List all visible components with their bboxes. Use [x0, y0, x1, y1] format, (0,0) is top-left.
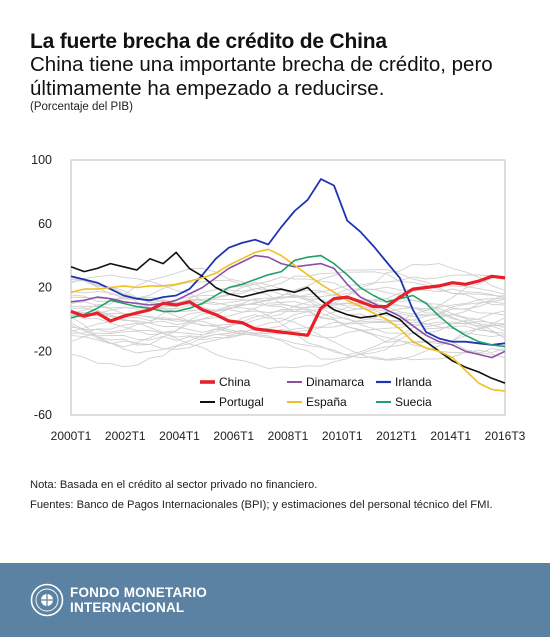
series-line-china — [70, 274, 506, 337]
background-country-line — [70, 274, 506, 313]
background-country-line — [70, 325, 506, 368]
background-country-line — [70, 276, 506, 333]
background-country-line — [70, 306, 506, 350]
x-tick-label: 2002T1 — [105, 429, 146, 443]
x-tick-label: 2012T1 — [376, 429, 417, 443]
x-tick-label: 2008T1 — [268, 429, 309, 443]
legend-label: España — [306, 395, 347, 409]
background-country-line — [70, 294, 506, 322]
legend-label: Suecia — [395, 395, 432, 409]
y-tick-label: -60 — [34, 408, 52, 422]
org-name-line1: FONDO MONETARIO — [70, 585, 207, 600]
x-tick-label: 2006T1 — [213, 429, 254, 443]
series-line-portugal — [70, 251, 506, 384]
note-text: Nota: Basada en el crédito al sector pri… — [30, 479, 318, 491]
background-country-line — [70, 330, 506, 370]
background-country-line — [70, 321, 506, 341]
x-tick-label: 2004T1 — [159, 429, 200, 443]
y-tick-label: -20 — [34, 344, 52, 358]
x-tick-label: 2010T1 — [322, 429, 363, 443]
series-line-espaa — [70, 248, 506, 392]
page-subtitle: China tiene una importante brecha de cré… — [30, 53, 493, 100]
legend-label: Dinamarca — [306, 375, 364, 389]
background-country-line — [70, 307, 506, 356]
legend-label: Portugal — [219, 395, 264, 409]
series-line-suecia — [70, 254, 506, 348]
x-tick-label: 2016T3 — [485, 429, 526, 443]
footer-bar: FONDO MONETARIO INTERNACIONAL — [0, 563, 550, 637]
line-chart: 100 60 20 -20 -60 2000T1 2002T1 2004T1 2006T1 20… — [31, 153, 526, 443]
page-title: La fuerte brecha de crédito de China — [30, 30, 387, 53]
series-line-irlanda — [70, 178, 506, 346]
imf-seal-icon — [30, 583, 64, 617]
x-tick-label: 2014T1 — [430, 429, 471, 443]
x-tick-label: 2000T1 — [51, 429, 92, 443]
org-name: FONDO MONETARIO INTERNACIONAL — [70, 585, 207, 615]
y-tick-label: 20 — [38, 281, 52, 295]
legend-label: Irlanda — [395, 375, 432, 389]
plot-frame — [70, 159, 506, 416]
background-country-line — [70, 263, 506, 314]
sources-text: Fuentes: Banco de Pagos Internacionales … — [30, 499, 493, 511]
y-tick-label: 100 — [31, 153, 52, 167]
y-tick-label: 60 — [38, 217, 52, 231]
org-name-line2: INTERNACIONAL — [70, 600, 185, 615]
legend-label: China — [219, 375, 251, 389]
unit-label: (Porcentaje del PIB) — [30, 101, 133, 113]
background-country-line — [70, 320, 506, 361]
background-country-line — [70, 314, 506, 361]
